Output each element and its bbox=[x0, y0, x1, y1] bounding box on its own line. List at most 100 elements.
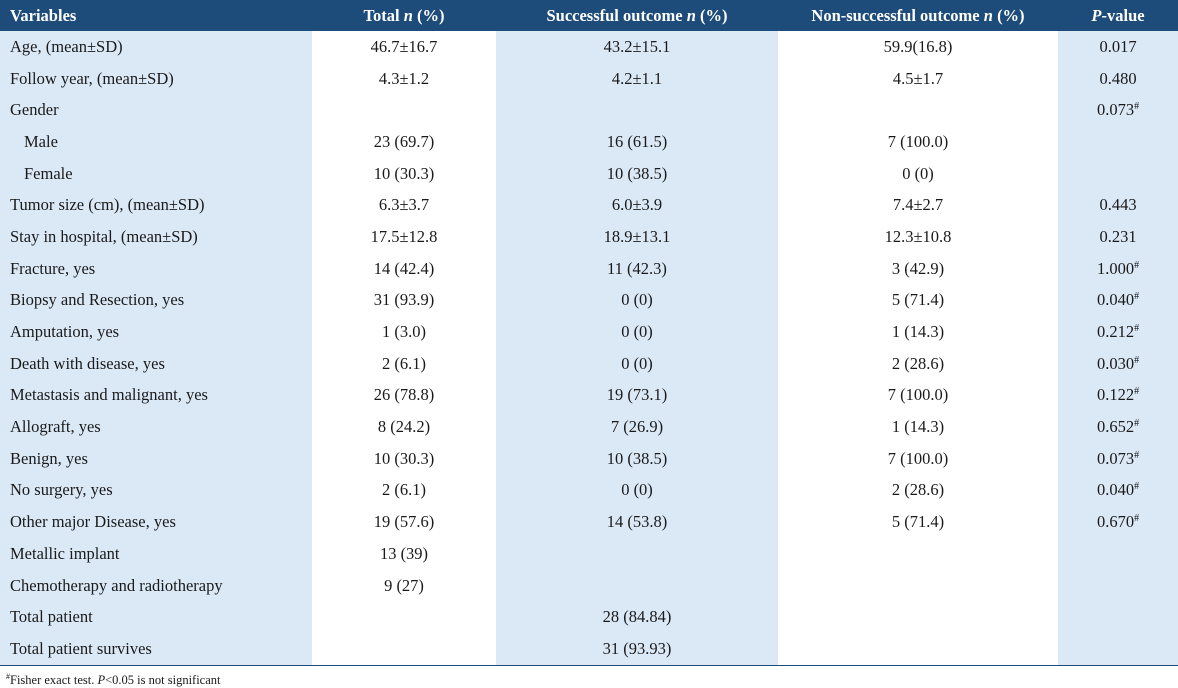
cell-non-successful bbox=[778, 569, 1058, 602]
cell-p-value: 0.480 bbox=[1058, 62, 1178, 95]
cell-p-value bbox=[1058, 538, 1178, 570]
cell-non-successful: 7 (100.0) bbox=[778, 126, 1058, 158]
table-footnote: #Fisher exact test. P<0.05 is not signif… bbox=[6, 671, 221, 687]
cell-successful: 28 (84.84) bbox=[496, 601, 778, 634]
header-total: Total n (%) bbox=[312, 0, 496, 31]
cell-non-successful: 3 (42.9) bbox=[778, 252, 1058, 285]
cell-p-value: 0.443 bbox=[1058, 189, 1178, 222]
cell-successful: 0 (0) bbox=[496, 316, 778, 348]
cell-non-successful: 5 (71.4) bbox=[778, 506, 1058, 538]
cell-successful: 10 (38.5) bbox=[496, 157, 778, 190]
fisher-test-mark: # bbox=[1134, 481, 1140, 493]
cell-successful: 43.2±15.1 bbox=[496, 31, 778, 63]
table-row: Metallic implant 13 (39) bbox=[0, 538, 1178, 570]
row-label: No surgery, yes bbox=[0, 474, 312, 507]
cell-successful bbox=[496, 569, 778, 602]
cell-successful: 6.0±3.9 bbox=[496, 189, 778, 222]
cell-total: 13 (39) bbox=[312, 538, 496, 570]
cell-total: 8 (24.2) bbox=[312, 411, 496, 443]
cell-successful bbox=[496, 94, 778, 127]
cell-total: 9 (27) bbox=[312, 569, 496, 602]
cell-successful: 19 (73.1) bbox=[496, 379, 778, 412]
cell-total: 26 (78.8) bbox=[312, 379, 496, 412]
row-label: Fracture, yes bbox=[0, 252, 312, 285]
header-non-successful-outcome: Non-successful outcome n (%) bbox=[778, 0, 1058, 31]
cell-total bbox=[312, 633, 496, 666]
fisher-test-mark: # bbox=[1134, 418, 1140, 430]
table-row: Biopsy and Resection, yes 31 (93.9) 0 (0) 5… bbox=[0, 284, 1178, 317]
cell-non-successful: 7.4±2.7 bbox=[778, 189, 1058, 222]
cell-non-successful: 1 (14.3) bbox=[778, 316, 1058, 348]
table-row: Allograft, yes 8 (24.2) 7 (26.9) 1 (14.3) 0.… bbox=[0, 411, 1178, 443]
fisher-test-mark: # bbox=[1134, 259, 1140, 271]
table-row: Chemotherapy and radiotherapy 9 (27) bbox=[0, 569, 1178, 602]
cell-p-value: 0.073# bbox=[1058, 442, 1178, 475]
row-label: Other major Disease, yes bbox=[0, 506, 312, 538]
row-label: Metastasis and malignant, yes bbox=[0, 379, 312, 412]
table-row: Male 23 (69.7) 16 (61.5) 7 (100.0) bbox=[0, 126, 1178, 158]
cell-successful: 4.2±1.1 bbox=[496, 62, 778, 95]
row-label: Follow year, (mean±SD) bbox=[0, 62, 312, 95]
table-row: Age, (mean±SD) 46.7±16.7 43.2±15.1 59.9(16.… bbox=[0, 31, 1178, 63]
table-row: Tumor size (cm), (mean±SD) 6.3±3.7 6.0±3.9… bbox=[0, 189, 1178, 222]
cell-p-value bbox=[1058, 601, 1178, 634]
cell-non-successful bbox=[778, 94, 1058, 127]
cell-total bbox=[312, 94, 496, 127]
table-row: Stay in hospital, (mean±SD) 17.5±12.8 18.9… bbox=[0, 221, 1178, 253]
table-row: Total patient 28 (84.84) bbox=[0, 601, 1178, 634]
table-row: Follow year, (mean±SD) 4.3±1.2 4.2±1.1 4.5±… bbox=[0, 62, 1178, 95]
cell-p-value: 1.000# bbox=[1058, 252, 1178, 285]
cell-non-successful: 7 (100.0) bbox=[778, 379, 1058, 412]
cell-p-value: 0.040# bbox=[1058, 284, 1178, 317]
cell-total bbox=[312, 601, 496, 634]
table-row: Gender 0.073# bbox=[0, 94, 1178, 127]
cell-p-value: 0.231 bbox=[1058, 221, 1178, 253]
cell-non-successful: 4.5±1.7 bbox=[778, 62, 1058, 95]
cell-p-value: 0.670# bbox=[1058, 506, 1178, 538]
row-label: Tumor size (cm), (mean±SD) bbox=[0, 189, 312, 222]
cell-total: 1 (3.0) bbox=[312, 316, 496, 348]
cell-p-value bbox=[1058, 157, 1178, 190]
cell-non-successful bbox=[778, 538, 1058, 570]
fisher-test-mark: # bbox=[1134, 513, 1140, 525]
cell-successful: 7 (26.9) bbox=[496, 411, 778, 443]
table-row: Total patient survives 31 (93.93) bbox=[0, 633, 1178, 666]
cell-non-successful bbox=[778, 633, 1058, 666]
row-label: Death with disease, yes bbox=[0, 347, 312, 380]
row-label: Age, (mean±SD) bbox=[0, 31, 312, 63]
row-label: Female bbox=[0, 157, 312, 190]
cell-p-value: 0.652# bbox=[1058, 411, 1178, 443]
fisher-test-mark: # bbox=[1134, 386, 1140, 398]
cell-successful: 16 (61.5) bbox=[496, 126, 778, 158]
cell-non-successful: 12.3±10.8 bbox=[778, 221, 1058, 253]
cell-total: 23 (69.7) bbox=[312, 126, 496, 158]
cell-non-successful: 59.9(16.8) bbox=[778, 31, 1058, 63]
table-row: Fracture, yes 14 (42.4) 11 (42.3) 3 (42.9) 1… bbox=[0, 252, 1178, 285]
table-body: Age, (mean±SD) 46.7±16.7 43.2±15.1 59.9(16.… bbox=[0, 31, 1178, 666]
cell-successful: 31 (93.93) bbox=[496, 633, 778, 666]
cell-total: 14 (42.4) bbox=[312, 252, 496, 285]
row-label: Amputation, yes bbox=[0, 316, 312, 348]
header-p-value: P-value bbox=[1058, 0, 1178, 31]
row-label: Metallic implant bbox=[0, 538, 312, 570]
table-row: Benign, yes 10 (30.3) 10 (38.5) 7 (100.0) 0.… bbox=[0, 442, 1178, 475]
table-row: Metastasis and malignant, yes 26 (78.8) 19… bbox=[0, 379, 1178, 412]
cell-p-value bbox=[1058, 633, 1178, 666]
row-label: Gender bbox=[0, 94, 312, 127]
row-label: Total patient bbox=[0, 601, 312, 634]
cell-non-successful: 2 (28.6) bbox=[778, 347, 1058, 380]
cell-total: 4.3±1.2 bbox=[312, 62, 496, 95]
cell-successful: 14 (53.8) bbox=[496, 506, 778, 538]
row-label: Benign, yes bbox=[0, 442, 312, 475]
cell-total: 46.7±16.7 bbox=[312, 31, 496, 63]
fisher-test-mark: # bbox=[1134, 291, 1140, 303]
cell-non-successful: 0 (0) bbox=[778, 157, 1058, 190]
cell-p-value bbox=[1058, 569, 1178, 602]
cell-p-value: 0.040# bbox=[1058, 474, 1178, 507]
cell-successful: 18.9±13.1 bbox=[496, 221, 778, 253]
table-row: Female 10 (30.3) 10 (38.5) 0 (0) bbox=[0, 157, 1178, 190]
cell-total: 10 (30.3) bbox=[312, 442, 496, 475]
cell-p-value bbox=[1058, 126, 1178, 158]
table-row: Amputation, yes 1 (3.0) 0 (0) 1 (14.3) 0.212… bbox=[0, 316, 1178, 348]
cell-p-value: 0.073# bbox=[1058, 94, 1178, 127]
